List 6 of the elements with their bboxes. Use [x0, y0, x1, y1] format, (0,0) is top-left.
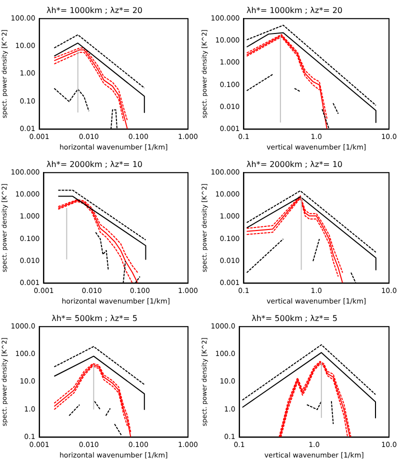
- chart-title: λh*= 500km ; λz*= 5: [252, 314, 338, 323]
- chart-title: λh*= 2000km ; λz*= 10: [46, 160, 142, 169]
- chart-title: λh*= 500km ; λz*= 5: [52, 314, 138, 323]
- chart-title: λh*= 1000km ; λz*= 20: [246, 6, 342, 15]
- chart-title: λh*= 2000km ; λz*= 10: [246, 160, 342, 169]
- chart-title: λh*= 1000km ; λz*= 20: [46, 6, 142, 15]
